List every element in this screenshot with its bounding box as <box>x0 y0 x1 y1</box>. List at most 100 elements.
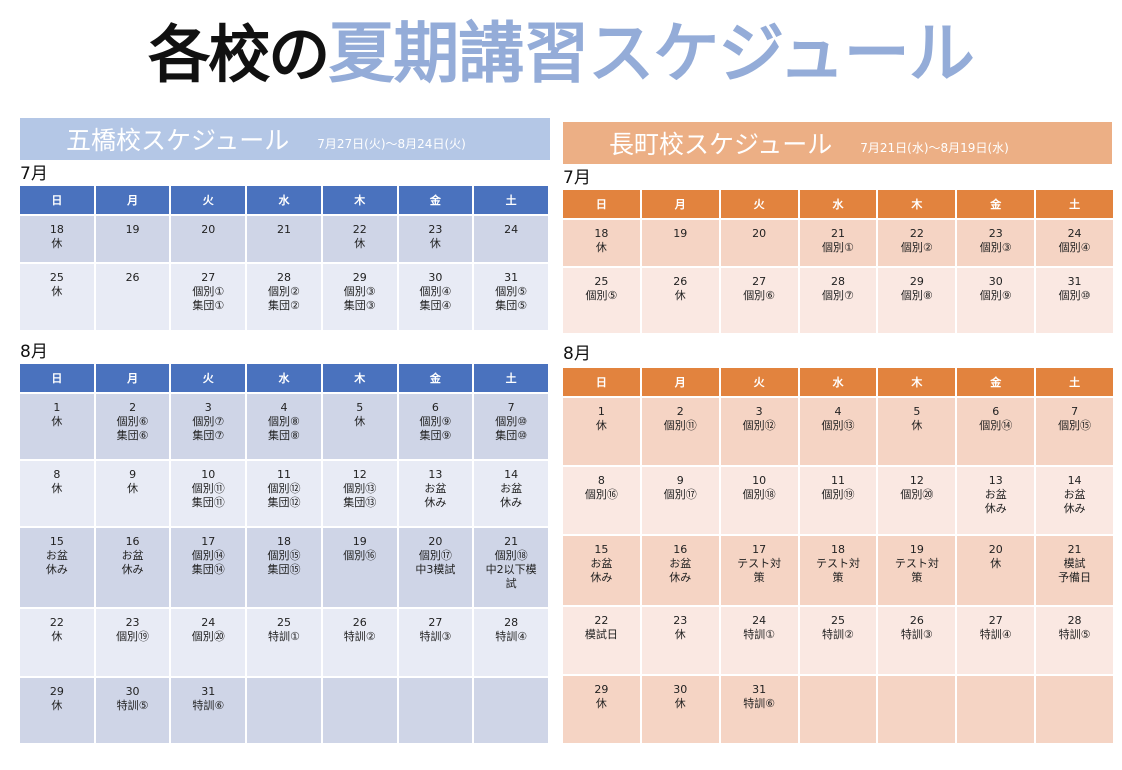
school-name: 五橋校スケジュール <box>66 126 290 155</box>
weekday-header: 金 <box>398 364 473 392</box>
day-event: 休 <box>674 697 686 710</box>
day-cell: 21 模試 予備日 <box>1036 536 1113 605</box>
weekday-header: 日 <box>20 364 94 392</box>
day-number: 7 <box>1071 405 1079 418</box>
day-number: 10 <box>752 474 767 487</box>
day-event: 個別⑬ <box>821 419 855 432</box>
day-event: テスト対 <box>894 557 939 570</box>
day-number: 30 <box>125 685 140 698</box>
weekday-header: 土 <box>474 186 548 214</box>
day-number: 20 <box>752 227 767 240</box>
day-number: 11 <box>276 468 291 481</box>
day-event: お盆 <box>121 549 144 562</box>
day-cell: 7 個別⑩ 集団⑩ <box>474 394 548 459</box>
day-event: 個別⑫ <box>742 419 776 432</box>
day-number: 17 <box>201 535 216 548</box>
day-cell: 31 個別⑤ 集団⑤ <box>474 264 548 330</box>
day-event: 策 <box>911 571 923 584</box>
day-number: 21 <box>1067 543 1082 556</box>
day-cell: 29 個別③ 集団③ <box>322 264 397 330</box>
day-event: 個別⑦ <box>822 289 854 302</box>
day-event: 休 <box>127 482 139 495</box>
weekday-header: 水 <box>799 368 877 396</box>
day-cell: 15 お盆 休み <box>20 528 94 607</box>
day-event: 個別⑲ <box>116 630 150 643</box>
day-event: 休み <box>1063 502 1086 515</box>
day-cell: 23 個別③ <box>957 220 1035 266</box>
day-number: 9 <box>676 474 684 487</box>
day-event: 個別⑤ <box>495 285 528 298</box>
day-event: 個別⑩ <box>495 415 528 428</box>
day-number: 22 <box>352 223 367 236</box>
weekday-header: 月 <box>95 364 170 392</box>
day-event: 休 <box>674 289 686 302</box>
day-number: 21 <box>830 227 845 240</box>
day-event: 休み <box>590 571 613 584</box>
day-cell: 20 個別⑰ 中3模試 <box>398 528 473 607</box>
weekday-header: 火 <box>171 364 246 392</box>
day-event: 個別⑱ <box>494 549 528 562</box>
day-number: 18 <box>594 227 609 240</box>
day-number: 23 <box>125 616 140 629</box>
day-number: 8 <box>597 474 605 487</box>
day-number: 24 <box>1067 227 1082 240</box>
day-event: 個別⑳ <box>191 630 225 643</box>
day-cell: 22 個別② <box>878 220 956 266</box>
day-number: 6 <box>431 401 439 414</box>
day-event: 休 <box>674 628 686 641</box>
day-event: 集団② <box>268 299 300 312</box>
day-number: 22 <box>49 616 64 629</box>
day-cell: 28 個別⑦ <box>799 268 877 333</box>
weekday-header: 月 <box>95 186 170 214</box>
day-cell: 3 個別⑦ 集団⑦ <box>171 394 246 459</box>
day-event: 個別⑯ <box>343 549 377 562</box>
day-cell: 14 お盆 休み <box>474 461 548 526</box>
day-cell: 19 <box>95 216 170 262</box>
day-cell: 19 テスト対策 <box>878 536 956 605</box>
weekday-header: 水 <box>799 190 877 218</box>
day-event: 集団⑨ <box>419 429 452 442</box>
day-event: 個別⑥ <box>743 289 776 302</box>
day-event: 個別⑲ <box>821 488 855 501</box>
day-number: 8 <box>53 468 61 481</box>
weekday-header: 土 <box>474 364 548 392</box>
day-number: 19 <box>909 543 924 556</box>
day-cell: 31 特訓⑥ <box>171 678 246 743</box>
weekday-header: 月 <box>641 190 719 218</box>
day-event: 特訓① <box>743 628 776 641</box>
weekday-header: 日 <box>563 190 640 218</box>
day-cell: 17 個別⑭ 集団⑭ <box>171 528 246 607</box>
month-label-august: 8月 <box>563 344 591 364</box>
day-event: 模試日 <box>584 628 618 641</box>
day-cell: 2 個別⑪ <box>641 398 719 465</box>
day-number: 4 <box>280 401 288 414</box>
day-event: 集団⑩ <box>495 429 528 442</box>
day-cell: 29 休 <box>20 678 94 743</box>
day-cell: 8 個別⑯ <box>563 467 640 534</box>
day-cell: 14 お盆 休み <box>1036 467 1113 534</box>
day-number: 31 <box>1067 275 1082 288</box>
day-number: 19 <box>673 227 688 240</box>
day-event: 特訓⑥ <box>743 697 776 710</box>
month-label-july: 7月 <box>563 168 591 188</box>
day-cell: 18 休 <box>20 216 94 262</box>
title-main: 夏期講習スケジュール <box>328 15 974 92</box>
empty-day-cell <box>474 678 548 743</box>
day-number: 25 <box>594 275 609 288</box>
day-cell: 26 特訓③ <box>878 607 956 674</box>
day-number: 4 <box>834 405 842 418</box>
day-event: 個別⑳ <box>900 488 934 501</box>
day-event: 個別⑰ <box>663 488 697 501</box>
empty-day-cell <box>878 676 956 743</box>
day-number: 28 <box>1067 614 1082 627</box>
day-cell: 7 個別⑮ <box>1036 398 1113 465</box>
day-cell: 21 個別⑱ 中2以下模試 <box>474 528 548 607</box>
day-event: 個別⑤ <box>585 289 618 302</box>
day-number: 25 <box>830 614 845 627</box>
day-number: 30 <box>673 683 688 696</box>
school-banner: 長町校スケジュール 7月21日(水)〜8月19日(水) <box>563 122 1112 164</box>
day-cell: 9 個別⑰ <box>641 467 719 534</box>
